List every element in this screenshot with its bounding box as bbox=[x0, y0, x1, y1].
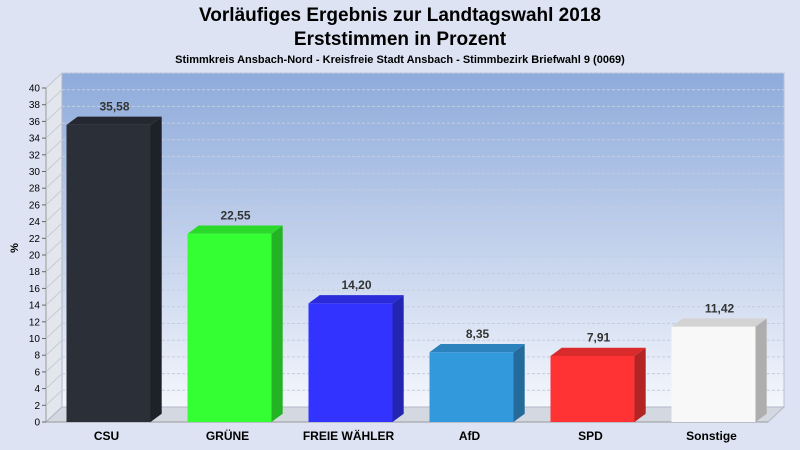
bar-top bbox=[308, 295, 404, 304]
bar-freie-w-hler bbox=[308, 295, 404, 422]
y-tick-label: 40 bbox=[29, 84, 41, 95]
grid-line bbox=[45, 156, 63, 172]
y-tick-label: 32 bbox=[29, 150, 41, 161]
value-label: 35,58 bbox=[99, 100, 129, 114]
bar-side bbox=[513, 344, 525, 422]
grid-line bbox=[45, 106, 63, 122]
grid-line bbox=[45, 139, 63, 156]
grid-line bbox=[45, 373, 63, 389]
value-label: 11,42 bbox=[705, 301, 735, 315]
y-tick-label: 20 bbox=[29, 251, 41, 262]
grid-line bbox=[45, 72, 63, 89]
category-label: SPD bbox=[578, 429, 603, 443]
bar-side bbox=[634, 347, 646, 422]
y-tick-label: 6 bbox=[34, 367, 40, 378]
y-tick-label: 12 bbox=[29, 317, 41, 328]
category-label: FREIE WÄHLER bbox=[303, 428, 395, 443]
bar-csu bbox=[66, 116, 162, 423]
bar-front bbox=[308, 303, 393, 422]
bar-top bbox=[66, 116, 162, 125]
y-tick-label: 36 bbox=[29, 117, 41, 128]
grid-line bbox=[45, 389, 63, 406]
grid-line bbox=[45, 306, 63, 323]
bar-top bbox=[187, 225, 283, 234]
grid-line bbox=[45, 89, 63, 106]
bar-spd bbox=[550, 347, 646, 422]
grid-lines bbox=[45, 72, 784, 406]
bar-side bbox=[271, 225, 283, 422]
y-tick-label: 14 bbox=[29, 301, 41, 312]
chart-title-line2: Erststimmen in Prozent bbox=[293, 29, 507, 50]
bars bbox=[66, 116, 767, 423]
y-tick-label: 0 bbox=[34, 418, 40, 429]
value-label: 7,91 bbox=[587, 331, 611, 345]
y-tick-label: 30 bbox=[29, 167, 41, 178]
bar-sonstige bbox=[671, 318, 767, 422]
bar-afd bbox=[429, 344, 525, 422]
value-label: 14,20 bbox=[341, 278, 371, 292]
category-label: AfD bbox=[459, 429, 481, 443]
grid-line bbox=[45, 356, 63, 373]
bar-front bbox=[550, 355, 635, 422]
chart-title-line1: Vorläufiges Ergebnis zur Landtagswahl 20… bbox=[199, 5, 601, 26]
bar-front bbox=[187, 233, 272, 422]
y-tick-label: 34 bbox=[29, 134, 41, 145]
category-label: GRÜNE bbox=[206, 428, 249, 443]
bar-gr-ne bbox=[187, 225, 283, 422]
bar-side bbox=[392, 295, 404, 422]
chart-subtitle: Stimmkreis Ansbach-Nord - Kreisfreie Sta… bbox=[175, 54, 625, 66]
category-label: Sonstige bbox=[686, 429, 737, 443]
y-tick-label: 26 bbox=[29, 200, 41, 211]
y-tick-label: 24 bbox=[29, 217, 41, 228]
y-tick-label: 2 bbox=[34, 401, 40, 412]
y-tick-label: 18 bbox=[29, 267, 41, 278]
y-tick-label: 28 bbox=[29, 184, 41, 195]
labels: 35,58 CSU 22,55 GRÜNE 14,20 FREIE WÄHLER 8,35 A… bbox=[94, 100, 737, 443]
bar-top bbox=[550, 347, 646, 356]
grid-line bbox=[45, 289, 63, 306]
value-label: 8,35 bbox=[466, 327, 490, 341]
y-tick-label: 38 bbox=[29, 100, 41, 111]
y-tick-label: 22 bbox=[29, 234, 41, 245]
y-tick-label: 10 bbox=[29, 334, 41, 345]
bar-side bbox=[755, 318, 767, 422]
y-tick-label: 16 bbox=[29, 284, 41, 295]
bar-top bbox=[429, 344, 525, 353]
grid-line bbox=[45, 256, 63, 273]
value-label: 22,55 bbox=[220, 208, 250, 222]
grid-line bbox=[45, 222, 63, 239]
bar-front bbox=[429, 352, 514, 422]
bar-top bbox=[671, 318, 767, 327]
grid-line bbox=[45, 122, 63, 139]
grid-line bbox=[45, 172, 63, 189]
category-label: CSU bbox=[94, 429, 119, 443]
grid-line bbox=[45, 339, 63, 356]
grid-line bbox=[45, 323, 63, 339]
grid-line bbox=[45, 239, 63, 256]
bar-front bbox=[671, 326, 756, 422]
grid-line bbox=[45, 206, 63, 222]
y-tick-label: 8 bbox=[34, 351, 40, 362]
y-tick-label: 4 bbox=[34, 384, 40, 395]
grid-line bbox=[45, 273, 63, 289]
grid-line bbox=[45, 189, 63, 206]
bar-front bbox=[66, 124, 151, 423]
bar-side bbox=[150, 116, 162, 423]
